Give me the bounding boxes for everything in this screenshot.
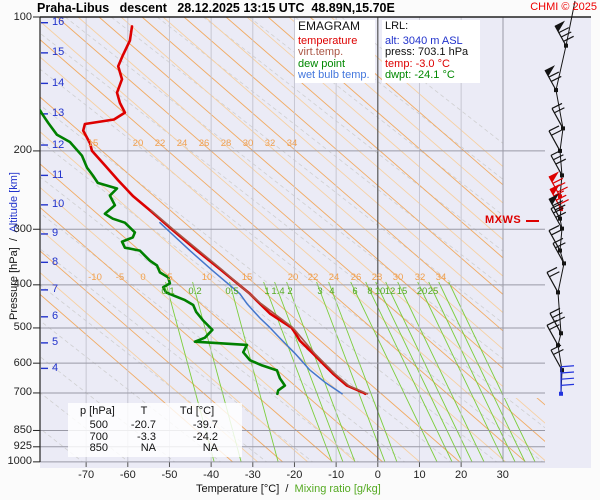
wind-barb: [548, 225, 562, 253]
wind-barb: [544, 65, 562, 93]
wind-barb: [546, 319, 560, 348]
curve-virtual-temperature: [150, 209, 369, 395]
wind-barb: [550, 203, 567, 231]
wind-barb: [559, 365, 575, 396]
sounding-curves: [40, 25, 369, 396]
curve-dew-point: [40, 108, 287, 396]
wind-barb: [551, 102, 565, 131]
wind-barbs: [544, 0, 576, 396]
wind-barb: [548, 193, 566, 221]
wind-barb: [550, 149, 567, 178]
isopleth-guides-strip: [503, 398, 545, 462]
wind-barb: [552, 237, 566, 266]
wind-barb: [554, 20, 574, 48]
wind-barb: [550, 344, 564, 373]
wind-barb: [546, 266, 560, 295]
curve-wet-bulb-temperature: [159, 221, 343, 395]
curve-temperature: [81, 25, 367, 396]
